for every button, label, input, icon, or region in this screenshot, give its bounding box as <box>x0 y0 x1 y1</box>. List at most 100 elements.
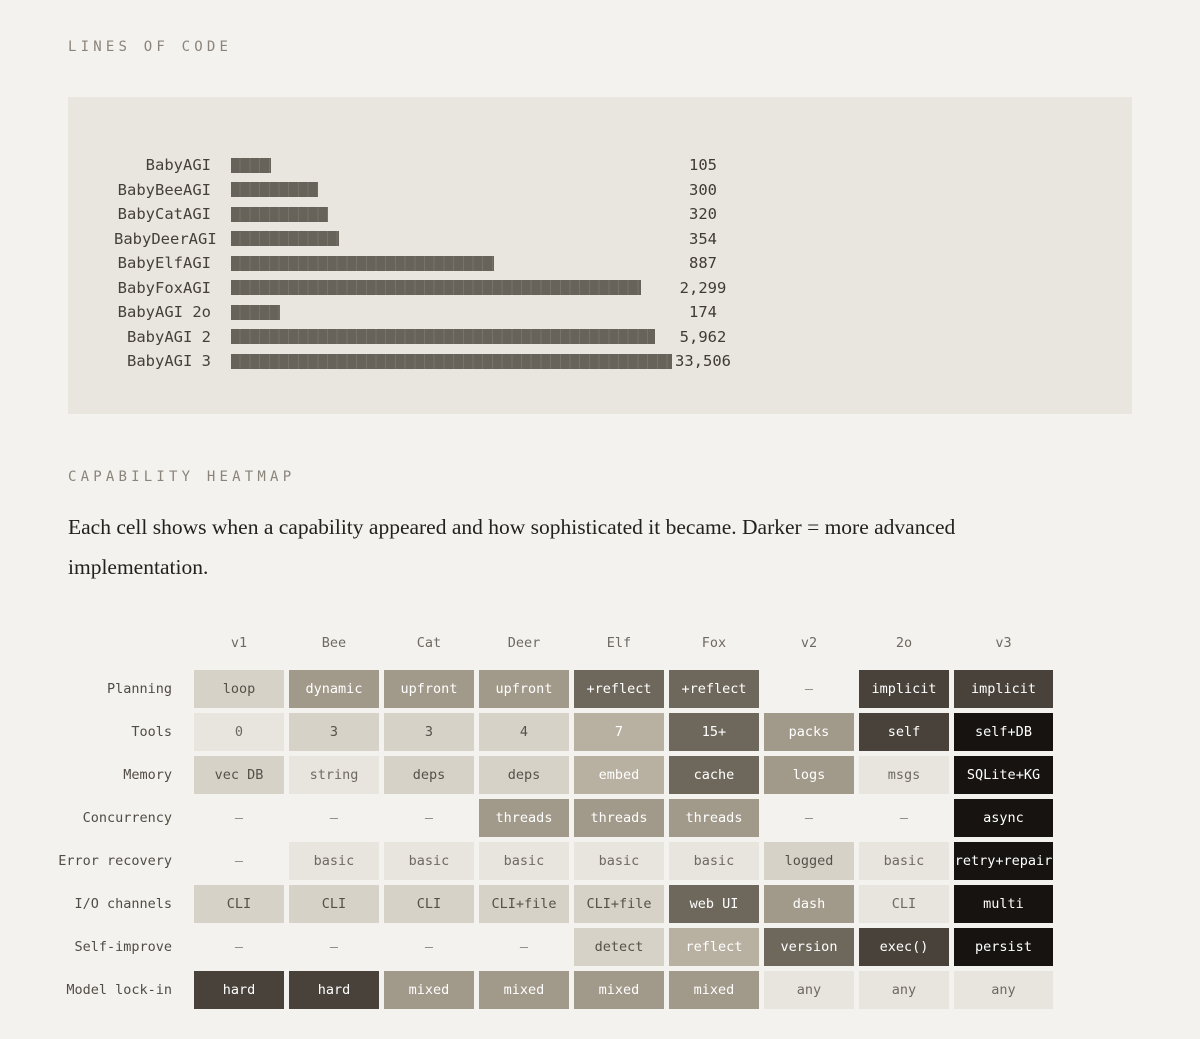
heatmap-cell: dynamic <box>289 669 379 708</box>
heatmap-cell: – <box>424 938 434 955</box>
heatmap-cell: loop <box>194 669 284 708</box>
bar-track <box>231 353 672 369</box>
heatmap-cell: self+DB <box>954 712 1053 751</box>
heatmap-cell: – <box>234 938 244 955</box>
bar-track <box>231 304 672 320</box>
bar-label: BabyAGI 3 <box>127 352 211 371</box>
heatmap-cell: basic <box>859 841 949 880</box>
heatmap-cell: reflect <box>669 927 759 966</box>
heatmap-column-header: v2 <box>800 634 818 651</box>
heatmap-row-label: Memory <box>123 766 172 783</box>
heatmap-cell: – <box>424 809 434 826</box>
bar-label: BabyAGI 2o <box>117 303 211 322</box>
bar-label: BabyAGI <box>145 156 211 175</box>
heatmap-cell: +reflect <box>669 669 759 708</box>
heatmap-row-label: Error recovery <box>58 852 172 869</box>
heatmap-cell: 0 <box>194 712 284 751</box>
bar-row: BabyAGI 3 33,506 <box>114 349 1132 374</box>
bar <box>231 157 271 173</box>
heatmap-row-label: Tools <box>131 723 172 740</box>
heatmap-cell: upfront <box>384 669 474 708</box>
heatmap-cell: – <box>899 809 909 826</box>
bar-row: BabyAGI 105 <box>114 153 1132 178</box>
bar-value: 5,962 <box>679 327 727 346</box>
heatmap-cell: – <box>804 809 814 826</box>
heatmap-cell: any <box>764 970 854 1009</box>
heatmap-cell: 3 <box>289 712 379 751</box>
heatmap-cell: 15+ <box>669 712 759 751</box>
heatmap-row-label: Model lock-in <box>66 981 172 998</box>
heatmap-cell: basic <box>384 841 474 880</box>
heatmap-row-label: Planning <box>106 680 172 697</box>
heatmap-cell: basic <box>669 841 759 880</box>
heatmap-cell: 7 <box>574 712 664 751</box>
heatmap-corner <box>68 633 189 665</box>
bar <box>231 255 494 271</box>
bar-label: BabyDeerAGI <box>114 229 217 248</box>
bar <box>231 353 672 369</box>
heatmap-cell: 4 <box>479 712 569 751</box>
heatmap-cell: implicit <box>859 669 949 708</box>
heatmap-cell: 3 <box>384 712 474 751</box>
heatmap-cell: async <box>954 798 1053 837</box>
heatmap-cell: embed <box>574 755 664 794</box>
bar-label: BabyElfAGI <box>117 254 211 273</box>
heatmap-cell: implicit <box>954 669 1053 708</box>
heatmap-cell: CLI <box>384 884 474 923</box>
loc-chart-rows: BabyAGI 105 BabyBeeAGI 300 BabyCatAGI 320 Baby… <box>114 153 1132 374</box>
lines-of-code-chart-panel: BabyAGI 105 BabyBeeAGI 300 BabyCatAGI 320 Baby… <box>68 97 1132 414</box>
bar-row: BabyAGI 2 5,962 <box>114 325 1132 350</box>
heatmap-column-header: Elf <box>606 634 632 651</box>
heatmap-cell: mixed <box>669 970 759 1009</box>
heatmap-cell: CLI <box>859 884 949 923</box>
heatmap-cell: basic <box>574 841 664 880</box>
bar-value: 300 <box>689 180 717 199</box>
heatmap-cell: upfront <box>479 669 569 708</box>
bar-track <box>231 329 672 345</box>
heatmap-cell: basic <box>479 841 569 880</box>
bar-row: BabyElfAGI 887 <box>114 251 1132 276</box>
heatmap-cell: web UI <box>669 884 759 923</box>
heatmap-cell: hard <box>194 970 284 1009</box>
heatmap-row-label: Self-improve <box>74 938 172 955</box>
bar-value: 105 <box>689 156 717 175</box>
heatmap-description: Each cell shows when a capability appear… <box>68 514 956 579</box>
heatmap-cell: mixed <box>384 970 474 1009</box>
heatmap-column-header: v3 <box>995 634 1012 651</box>
heatmap-cell: – <box>804 680 814 697</box>
heatmap-cell: msgs <box>859 755 949 794</box>
bar-value: 354 <box>689 229 717 248</box>
bar-value: 33,506 <box>675 352 731 371</box>
bar-value: 320 <box>689 205 717 224</box>
heatmap-cell: hard <box>289 970 379 1009</box>
bar-label: BabyFoxAGI <box>117 278 211 297</box>
bar <box>231 280 641 296</box>
heatmap-cell: – <box>519 938 529 955</box>
heatmap-column-header: Cat <box>416 634 442 651</box>
bar-track <box>231 182 672 198</box>
bar-row: BabyBeeAGI 300 <box>114 178 1132 203</box>
heatmap-cell: mixed <box>574 970 664 1009</box>
heatmap-cell: deps <box>384 755 474 794</box>
bar-track <box>231 255 672 271</box>
bar-track <box>231 206 672 222</box>
bar-row: BabyCatAGI 320 <box>114 202 1132 227</box>
heatmap-cell: self <box>859 712 949 751</box>
heatmap-column-header: v1 <box>230 634 248 651</box>
bar <box>231 329 655 345</box>
heatmap-cell: packs <box>764 712 854 751</box>
heatmap-cell: threads <box>479 798 569 837</box>
heatmap-cell: any <box>954 970 1053 1009</box>
heatmap-grid: v1 Bee Cat Deer Elf Fox v2 2o v3 Planning loop dyna… <box>58 633 1053 1009</box>
heatmap-cell: retry+repair <box>954 841 1053 880</box>
bar <box>231 182 318 198</box>
heatmap-column-header: Bee <box>321 634 347 651</box>
heatmap-cell: CLI+file <box>574 884 664 923</box>
heatmap-cell: mixed <box>479 970 569 1009</box>
heatmap-row-label: I/O channels <box>74 895 172 912</box>
heatmap-cell: any <box>859 970 949 1009</box>
bar-label: BabyCatAGI <box>117 205 211 224</box>
bar-row: BabyFoxAGI 2,299 <box>114 276 1132 301</box>
lines-of-code-heading: LINES OF CODE <box>68 39 233 55</box>
